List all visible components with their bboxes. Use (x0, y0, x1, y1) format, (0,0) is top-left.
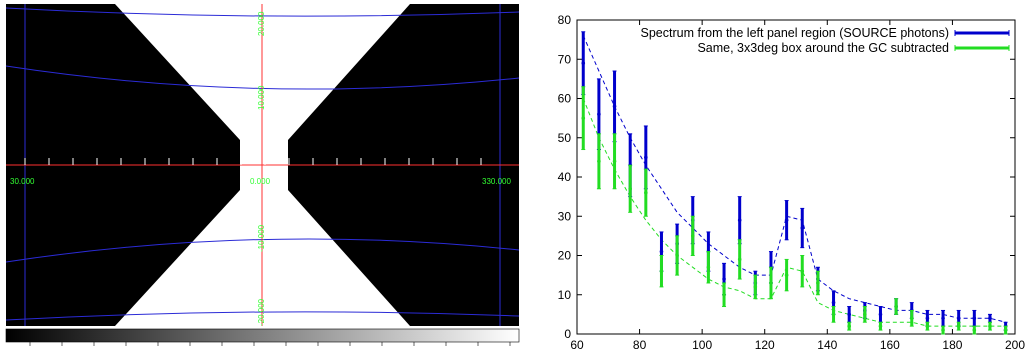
data-point (753, 285, 758, 289)
data-point (737, 257, 742, 262)
x-axis-ticks: 60 80 100 120 140 160 180 200 (570, 20, 1025, 352)
data-point (784, 273, 789, 277)
color-bar (5, 328, 520, 343)
data-point (816, 281, 820, 285)
latitude-label-bottom: -20.000 (257, 298, 266, 326)
map-tick-marks (24, 158, 482, 165)
data-point (597, 112, 601, 116)
data-point (722, 277, 726, 281)
data-point (941, 316, 945, 321)
legend: Spectrum from the left panel region (SOU… (641, 26, 1010, 55)
y-tick-label: 0 (564, 327, 571, 341)
data-point (644, 190, 648, 195)
data-point (863, 312, 867, 317)
data-point (972, 328, 977, 332)
y-tick-label: 70 (558, 52, 572, 66)
data-point (1003, 328, 1008, 332)
data-point (956, 316, 961, 321)
fit-curve-1 (582, 35, 1006, 323)
data-point (800, 226, 805, 230)
legend-label-1: Spectrum from the left panel region (SOU… (641, 26, 949, 40)
data-point (675, 253, 679, 258)
data-point (894, 304, 898, 309)
longitude-label-left: 30.000 (10, 177, 35, 186)
legend-label-2: Same, 3x3deg box around the GC subtracte… (697, 41, 949, 55)
data-point (581, 61, 586, 65)
data-point (988, 316, 992, 321)
color-bar-ticks (29, 342, 511, 346)
data-point (878, 324, 883, 328)
y-tick-label: 10 (558, 288, 572, 302)
data-series (581, 31, 1008, 335)
data-point (737, 218, 742, 222)
data-point (659, 269, 664, 274)
series-2 (581, 86, 1008, 335)
fit-curves (582, 35, 1006, 327)
data-point (988, 324, 992, 328)
data-point (659, 249, 664, 254)
data-point (581, 116, 586, 120)
data-point (769, 281, 773, 285)
data-point (847, 312, 851, 317)
longitude-label-center: 0.000 (250, 177, 271, 186)
y-tick-label: 30 (558, 209, 572, 223)
data-point (831, 300, 836, 305)
data-point (628, 186, 632, 191)
data-point (831, 312, 836, 317)
y-axis-ticks: 0 10 20 30 40 50 60 70 80 (558, 13, 1015, 341)
latitude-label-lower: -10.000 (257, 224, 266, 252)
x-tick-label: 200 (1005, 338, 1025, 352)
data-point (941, 328, 945, 332)
data-point (847, 324, 851, 328)
data-point (644, 155, 648, 160)
x-tick-label: 80 (633, 338, 647, 352)
plot-frame (576, 19, 1016, 335)
y-tick-label: 50 (558, 131, 572, 145)
data-point (878, 312, 883, 317)
data-point (972, 316, 977, 321)
longitude-label-right: 330.000 (482, 177, 511, 186)
data-point (706, 265, 711, 270)
y-tick-label: 40 (558, 170, 572, 184)
data-point (800, 269, 805, 274)
x-tick-label: 60 (570, 338, 584, 352)
x-tick-label: 100 (692, 338, 712, 352)
data-point (612, 104, 617, 109)
fit-curve-2 (582, 98, 1006, 327)
x-tick-label: 180 (942, 338, 962, 352)
x-tick-label: 120 (755, 338, 775, 352)
data-point (925, 316, 930, 321)
spectrum-chart: 0 10 20 30 40 50 60 70 80 60 80 100 120 140 160 180 200… (558, 13, 1026, 352)
data-point (597, 159, 601, 164)
data-point (784, 218, 789, 222)
plot-border (576, 19, 1016, 335)
data-point (612, 159, 617, 164)
latitude-label-upper: 10.000 (257, 85, 266, 110)
latitude-label-top: 20.000 (257, 11, 266, 36)
data-point (925, 324, 930, 328)
data-point (690, 234, 695, 238)
y-tick-label: 20 (558, 249, 572, 263)
data-point (909, 316, 914, 321)
x-tick-label: 140 (817, 338, 837, 352)
sky-map-panel: 30.000 0.000 330.000 20.000 10.000 -10.0… (5, 4, 520, 346)
data-point (722, 292, 726, 297)
y-tick-label: 60 (558, 92, 572, 106)
y-tick-label: 80 (558, 13, 572, 27)
x-tick-label: 160 (880, 338, 900, 352)
data-point (956, 324, 961, 328)
